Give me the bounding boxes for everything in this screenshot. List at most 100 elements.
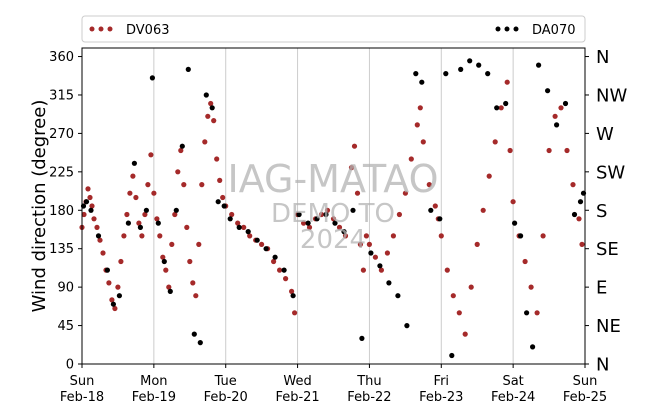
compass-tick-label: SW bbox=[596, 162, 625, 183]
point-dv063 bbox=[214, 156, 220, 162]
point-dv063 bbox=[318, 211, 325, 218]
point-da070 bbox=[377, 263, 383, 269]
point-dv063 bbox=[330, 216, 337, 222]
point-da070 bbox=[545, 88, 551, 94]
x-tick-date-label: Feb-19 bbox=[132, 390, 176, 405]
point-da070 bbox=[314, 216, 320, 222]
point-dv063 bbox=[145, 182, 151, 188]
point-dv063 bbox=[142, 211, 148, 218]
x-tick-day-label: Sun bbox=[573, 374, 598, 389]
point-dv063 bbox=[366, 241, 372, 247]
point-dv063 bbox=[576, 216, 582, 222]
point-dv063 bbox=[85, 186, 91, 192]
point-da070 bbox=[227, 216, 233, 222]
point-da070 bbox=[197, 340, 203, 346]
point-dv063 bbox=[229, 211, 235, 218]
y-tick-label: 315 bbox=[49, 88, 74, 103]
point-dv063 bbox=[390, 233, 396, 239]
point-da070 bbox=[88, 207, 94, 213]
point-da070 bbox=[290, 293, 296, 299]
x-tick-date-label: Feb-20 bbox=[204, 390, 248, 405]
point-dv063 bbox=[271, 258, 277, 265]
point-da070 bbox=[137, 224, 143, 230]
point-da070 bbox=[263, 246, 269, 252]
point-dv063 bbox=[109, 297, 115, 303]
point-da070 bbox=[554, 122, 560, 128]
point-da070 bbox=[443, 71, 449, 77]
point-dv063 bbox=[205, 113, 211, 119]
point-dv063 bbox=[301, 220, 307, 226]
watermark-line-2: DEMO TO bbox=[271, 199, 395, 229]
point-dv063 bbox=[172, 211, 178, 218]
point-dv063 bbox=[118, 258, 124, 265]
point-da070 bbox=[437, 216, 443, 222]
point-dv063 bbox=[564, 147, 570, 154]
point-dv063 bbox=[462, 331, 468, 337]
point-dv063 bbox=[247, 233, 253, 239]
legend-label-da070: DA070 bbox=[532, 23, 576, 38]
point-da070 bbox=[143, 207, 149, 213]
point-dv063 bbox=[199, 182, 205, 188]
point-dv063 bbox=[444, 267, 450, 273]
point-dv063 bbox=[474, 241, 480, 247]
x-tick-day-label: Sun bbox=[70, 374, 95, 389]
point-da070 bbox=[185, 66, 191, 72]
point-dv063 bbox=[163, 267, 169, 273]
point-dv063 bbox=[456, 310, 462, 316]
point-da070 bbox=[503, 100, 509, 107]
point-da070 bbox=[562, 100, 569, 107]
watermark: IAG-MATAO DEMO TO 2024 bbox=[227, 157, 438, 255]
y-tick-label: 135 bbox=[49, 242, 74, 257]
point-da070 bbox=[386, 280, 392, 286]
point-dv063 bbox=[363, 233, 369, 239]
point-dv063 bbox=[127, 190, 133, 196]
compass-tick-label: S bbox=[596, 201, 607, 222]
point-da070 bbox=[571, 211, 578, 218]
point-dv063 bbox=[384, 250, 390, 256]
point-dv063 bbox=[336, 224, 343, 230]
point-dv063 bbox=[534, 310, 540, 316]
point-da070 bbox=[83, 199, 90, 205]
y-tick-label: 270 bbox=[49, 127, 74, 142]
point-dv063 bbox=[289, 288, 295, 294]
point-da070 bbox=[209, 105, 215, 111]
point-dv063 bbox=[175, 169, 181, 175]
watermark-line-3: 2024 bbox=[300, 225, 366, 255]
point-da070 bbox=[359, 335, 365, 341]
point-da070 bbox=[191, 331, 197, 337]
y-tick-label: 0 bbox=[66, 358, 74, 373]
point-da070 bbox=[236, 224, 242, 230]
legend-marker-da070 bbox=[495, 26, 519, 32]
point-dv063 bbox=[208, 100, 214, 107]
point-da070 bbox=[511, 220, 518, 226]
x-tick-day-label: Sat bbox=[502, 374, 523, 389]
compass-tick-label: N bbox=[596, 47, 609, 68]
point-dv063 bbox=[100, 250, 106, 256]
legend-box bbox=[81, 15, 586, 43]
point-dv063 bbox=[121, 233, 127, 239]
watermark-line-1: IAG-MATAO bbox=[227, 157, 438, 201]
point-dv063 bbox=[160, 254, 166, 260]
point-dv063 bbox=[139, 233, 145, 239]
point-dv063 bbox=[87, 194, 93, 201]
point-da070 bbox=[272, 254, 278, 260]
x-tick-day-label: Tue bbox=[214, 374, 237, 389]
point-da070 bbox=[245, 229, 251, 235]
x-tick-date-label: Feb-24 bbox=[491, 390, 535, 405]
point-dv063 bbox=[438, 233, 444, 239]
series-da070 bbox=[80, 58, 587, 359]
point-dv063 bbox=[528, 284, 534, 290]
point-da070 bbox=[131, 160, 137, 166]
y-tick-label: 225 bbox=[49, 165, 74, 180]
point-dv063 bbox=[342, 233, 349, 239]
plot-area-frame bbox=[81, 47, 586, 365]
point-da070 bbox=[281, 267, 287, 273]
point-da070 bbox=[104, 267, 110, 273]
point-da070 bbox=[254, 237, 260, 243]
point-da070 bbox=[155, 220, 161, 226]
x-tick-day-label: Mon bbox=[140, 374, 167, 389]
x-tick-day-label: Fri bbox=[434, 374, 450, 389]
point-dv063 bbox=[552, 113, 558, 119]
point-dv063 bbox=[480, 207, 486, 213]
